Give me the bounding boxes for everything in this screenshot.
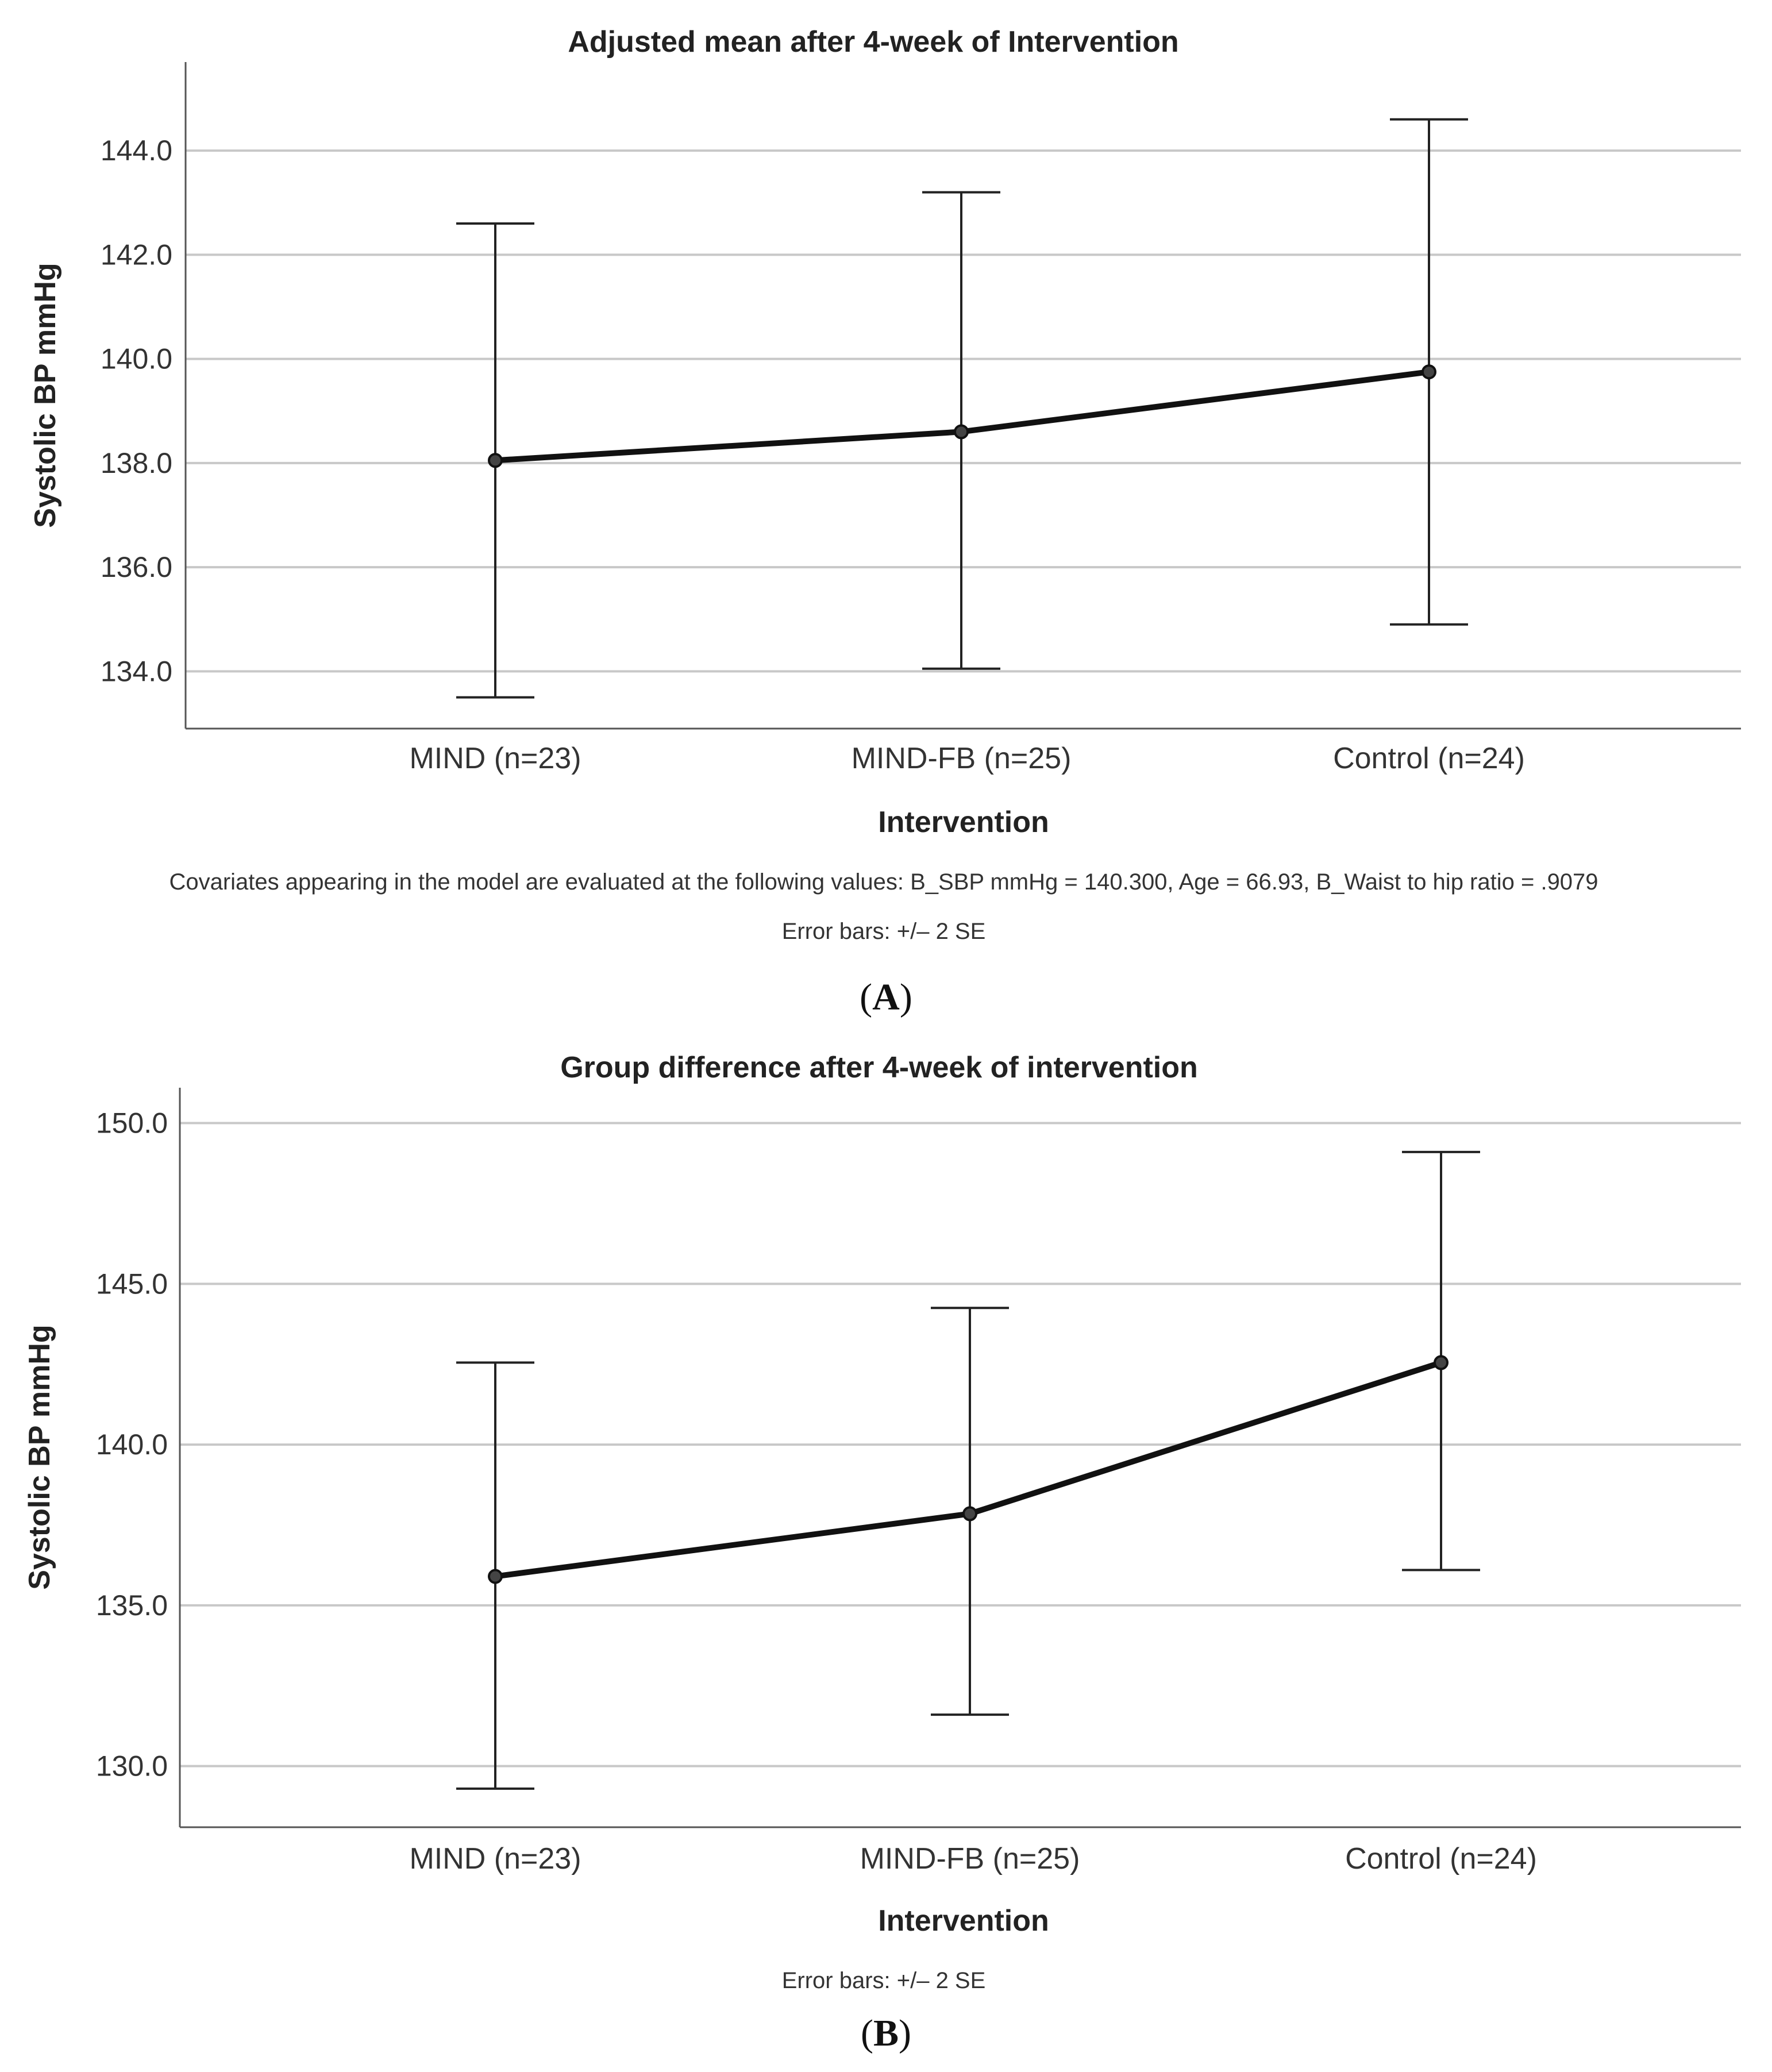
x-axis-title: Intervention [878,806,1049,839]
x-category-label: MIND-FB (n=25) [852,742,1072,775]
y-axis-title: Systolic BP mmHg [23,1324,56,1589]
data-point [1434,1355,1449,1370]
y-tick-label: 136.0 [101,551,172,583]
y-tick-label: 130.0 [96,1750,168,1782]
data-point [488,1569,503,1584]
x-category-label: MIND (n=23) [409,742,581,775]
error-bars-note: Error bars: +/– 2 SE [782,919,986,944]
data-point [1422,364,1436,380]
x-category-label: Control (n=24) [1333,742,1525,775]
y-tick-label: 134.0 [101,655,172,687]
x-axis-title: Intervention [878,1904,1049,1938]
y-tick-label: 150.0 [96,1107,168,1139]
x-category-label: MIND (n=23) [409,1842,581,1875]
y-tick-label: 144.0 [101,134,172,167]
chart-title: Adjusted mean after 4-week of Interventi… [568,25,1178,59]
series-line-adjusted-mean [495,1359,1442,1580]
chart-panel-a: 134.0 136.0 138.0 140.0 142.0 144.0 Adjusted m… [29,25,1741,1018]
y-axis-title: Systolic BP mmHg [29,263,62,527]
y-tick-label: 145.0 [96,1268,168,1300]
x-category-label: MIND-FB (n=25) [860,1842,1080,1875]
panel-label: (B) [861,2012,911,2054]
data-point [488,453,503,468]
y-tick-label: 135.0 [96,1589,168,1622]
error-bars-note: Error bars: +/– 2 SE [782,1968,986,1993]
chart-panel-b: 130.0 135.0 140.0 145.0 150.0 Group differenc… [23,1051,1741,2054]
data-point [962,1506,977,1522]
chart-title: Group difference after 4-week of interve… [560,1051,1198,1084]
y-tick-label: 140.0 [96,1428,168,1461]
covariates-note: Covariates appearing in the model are ev… [169,869,1598,895]
y-tick-label: 140.0 [101,343,172,375]
data-point [954,424,969,440]
panel-label: (A) [860,976,912,1018]
y-tick-label: 138.0 [101,447,172,479]
x-category-label: Control (n=24) [1345,1842,1537,1875]
y-tick-label: 142.0 [101,238,172,271]
